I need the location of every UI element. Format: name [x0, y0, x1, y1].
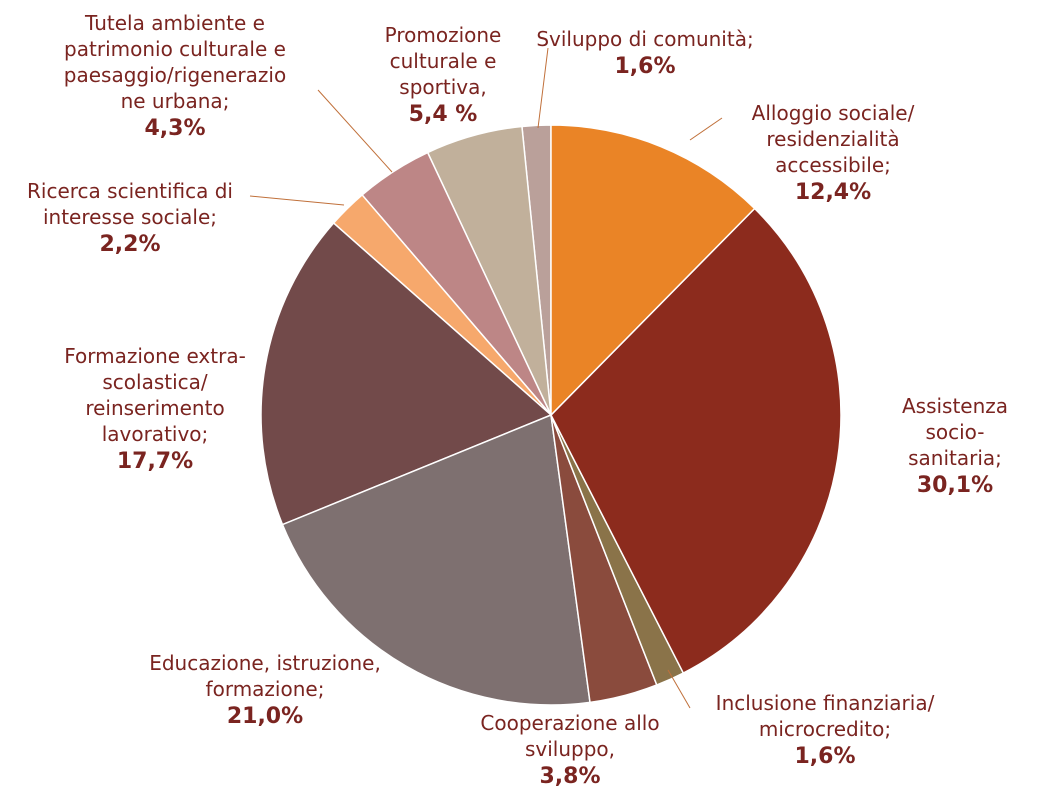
category-label: Promozione culturale e sportiva,: [384, 23, 502, 99]
leader-line: [667, 669, 691, 709]
category-label: Ricerca scientifica di interesse sociale…: [27, 179, 233, 229]
slice-label: Ricerca scientifica di interesse sociale…: [27, 178, 233, 260]
pie-slice: [281, 413, 591, 706]
category-label: Sviluppo di comunità;: [536, 27, 754, 51]
slice-label: Inclusione finanziaria/ microcredito; 1,6…: [716, 690, 935, 772]
pie-slice: [550, 124, 756, 417]
pie-slice: [550, 207, 842, 675]
slice-label: Educazione, istruzione, formazione; 21,0%: [149, 650, 381, 732]
leader-line: [317, 89, 393, 173]
value-label: 12,4%: [794, 180, 872, 205]
slice-label: Assistenza socio- sanitaria; 30,1%: [902, 393, 1008, 501]
slice-label: Formazione extra- scolastica/ reinserime…: [64, 343, 246, 477]
slice-label: Promozione culturale e sportiva, 5,4 %: [385, 22, 502, 130]
value-label: 4,3%: [144, 116, 206, 141]
pie-slice: [260, 221, 553, 526]
value-label: 21,0%: [226, 704, 304, 729]
value-label: 30,1%: [916, 473, 994, 498]
value-label: 17,7%: [116, 449, 194, 474]
slice-label: Sviluppo di comunità; 1,6%: [536, 26, 753, 82]
category-label: Inclusione finanziaria/ microcredito;: [715, 691, 935, 741]
slice-label: Tutela ambiente e patrimonio culturale e…: [64, 10, 286, 144]
value-label: 5,4 %: [408, 102, 478, 127]
slice-label: Cooperazione allo sviluppo, 3,8%: [480, 710, 659, 792]
category-label: Tutela ambiente e patrimonio culturale e…: [63, 11, 287, 113]
leader-line: [689, 117, 723, 141]
leader-line: [249, 195, 345, 206]
leader-line: [537, 47, 549, 129]
value-label: 1,6%: [614, 54, 676, 79]
value-label: 2,2%: [99, 232, 161, 257]
value-label: 3,8%: [539, 764, 601, 789]
category-label: Alloggio sociale/ residenzialità accessi…: [751, 101, 915, 177]
category-label: Assistenza socio- sanitaria;: [901, 394, 1009, 470]
category-label: Cooperazione allo sviluppo,: [480, 711, 660, 761]
category-label: Formazione extra- scolastica/ reinserime…: [64, 344, 246, 446]
slice-label: Alloggio sociale/ residenzialità accessi…: [752, 100, 915, 208]
category-label: Educazione, istruzione, formazione;: [149, 651, 381, 701]
value-label: 1,6%: [794, 744, 856, 769]
